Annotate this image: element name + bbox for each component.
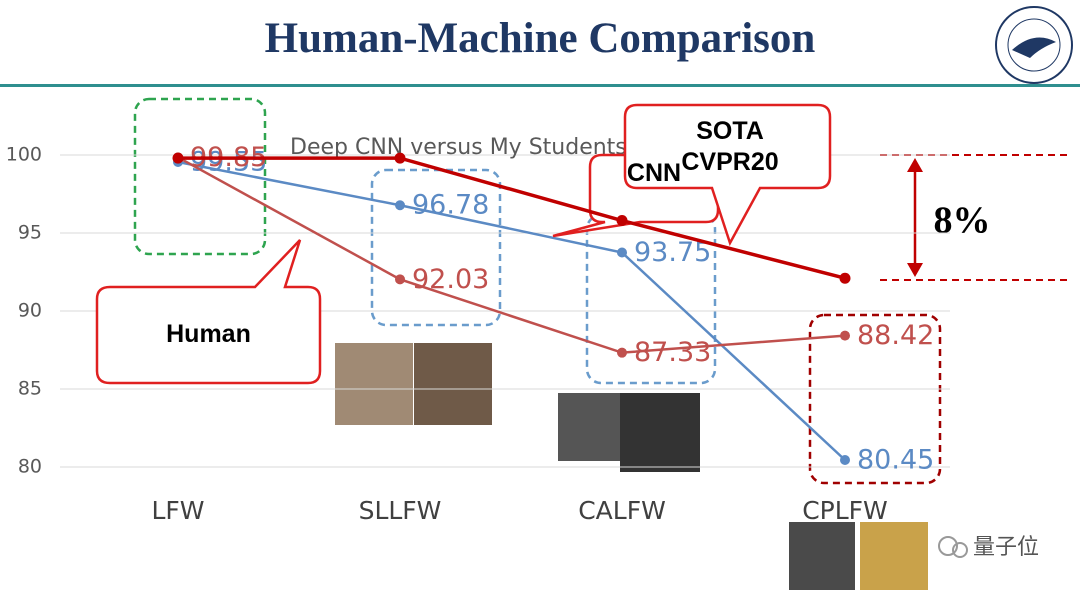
slide-title: Human-Machine Comparison xyxy=(265,15,816,62)
callout-label: Human xyxy=(166,320,251,349)
data-label: 80.45 xyxy=(857,444,934,475)
y-tick-label: 100 xyxy=(6,144,42,166)
series-line xyxy=(178,156,846,280)
gap-annotation: 8% xyxy=(934,200,991,242)
data-point xyxy=(839,272,851,284)
data-point xyxy=(395,274,405,285)
data-point xyxy=(840,330,850,341)
data-label: 87.33 xyxy=(634,337,711,368)
data-point xyxy=(172,152,184,164)
photo xyxy=(860,522,928,590)
watermark: 量子位 xyxy=(973,535,1039,560)
callouts xyxy=(95,103,832,385)
y-tick-label: 85 xyxy=(18,378,42,400)
x-tick-label: LFW xyxy=(151,496,204,525)
data-label: 88.42 xyxy=(857,320,934,351)
photo xyxy=(335,343,413,425)
logo xyxy=(995,6,1073,84)
x-tick-label: CALFW xyxy=(578,496,666,525)
photo xyxy=(414,343,492,425)
highlight-box xyxy=(808,313,942,485)
photo xyxy=(620,393,700,472)
data-label: 93.75 xyxy=(634,237,711,268)
photo xyxy=(789,522,855,590)
series-line xyxy=(177,160,846,461)
data-point xyxy=(617,247,627,258)
y-tick-label: 95 xyxy=(18,222,42,244)
x-tick-label: CPLFW xyxy=(802,496,888,525)
series-line xyxy=(177,156,846,354)
callout-label: CNN xyxy=(626,159,682,187)
header-rule xyxy=(0,84,1080,87)
highlight-box xyxy=(133,97,267,256)
callout-label: SOTA CVPR20 xyxy=(681,116,779,176)
y-tick-label: 80 xyxy=(18,456,42,478)
x-tick-label: SLLFW xyxy=(359,496,442,525)
photo xyxy=(558,393,620,461)
data-label: 96.78 xyxy=(412,190,489,221)
data-point xyxy=(616,215,628,227)
data-label: 92.03 xyxy=(412,264,489,295)
data-point xyxy=(395,200,405,211)
data-point xyxy=(840,454,850,465)
watermark-icon xyxy=(938,536,968,558)
y-tick-label: 90 xyxy=(18,300,42,322)
chart-title: Deep CNN versus My Students xyxy=(290,135,627,160)
data-point xyxy=(394,152,406,164)
gap-arrowheads xyxy=(907,158,923,277)
data-point xyxy=(617,347,627,358)
